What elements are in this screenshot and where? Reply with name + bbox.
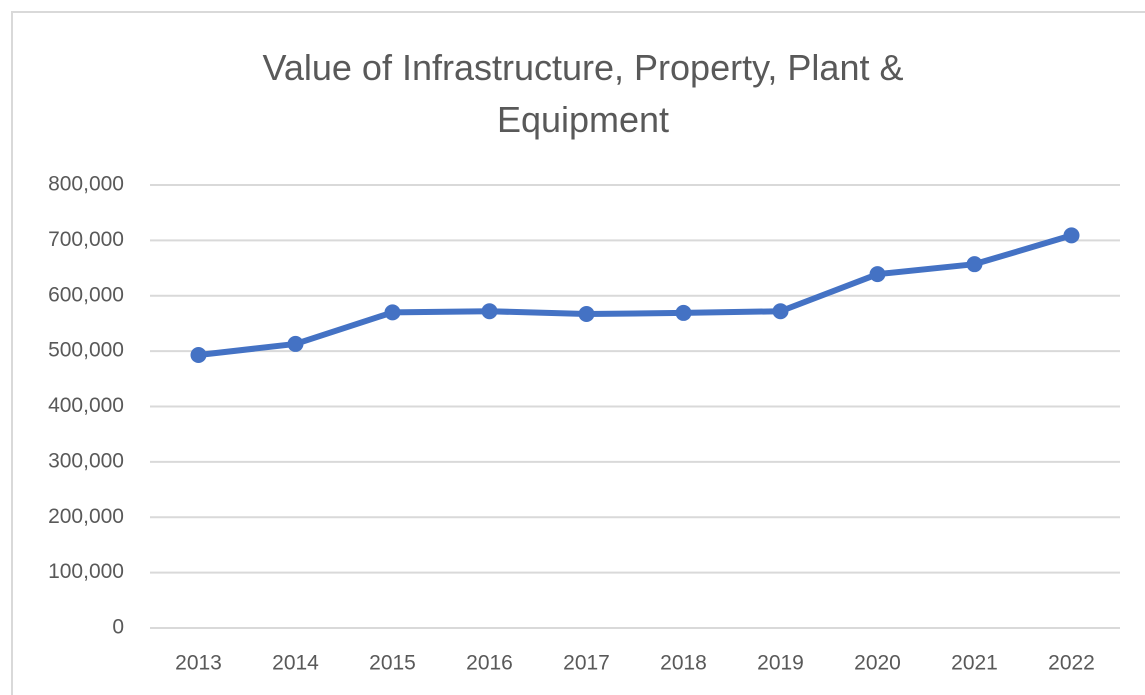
y-tick-label: 0 [112,616,124,639]
x-tick-label: 2022 [1048,652,1095,675]
y-tick-label: 400,000 [48,394,124,417]
y-tick-label: 500,000 [48,339,124,362]
x-tick-label: 2018 [660,652,707,675]
marker [966,256,983,273]
x-tick-label: 2013 [175,652,222,675]
x-tick-label: 2019 [757,652,804,675]
y-tick-label: 100,000 [48,560,124,583]
marker [481,303,498,320]
marker [384,304,401,321]
marker [287,335,304,352]
y-tick-label: 300,000 [48,449,124,472]
x-tick-label: 2014 [272,652,319,675]
x-tick-label: 2016 [466,652,513,675]
marker [190,347,207,364]
x-tick-label: 2017 [563,652,610,675]
marker [578,306,595,323]
marker [675,304,692,321]
line [198,232,1073,358]
x-tick-label: 2020 [854,652,901,675]
marker [1063,227,1080,244]
marker [869,266,886,283]
y-tick-label: 200,000 [48,505,124,528]
chart-border [11,11,1145,695]
marker [772,303,789,320]
y-tick-label: 600,000 [48,283,124,306]
x-tick-label: 2015 [369,652,416,675]
y-tick-label: 800,000 [48,173,124,196]
x-tick-label: 2021 [951,652,998,675]
chart-title: Value of Infrastructure, Property, Plant… [262,47,904,140]
y-tick-label: 700,000 [48,228,124,251]
